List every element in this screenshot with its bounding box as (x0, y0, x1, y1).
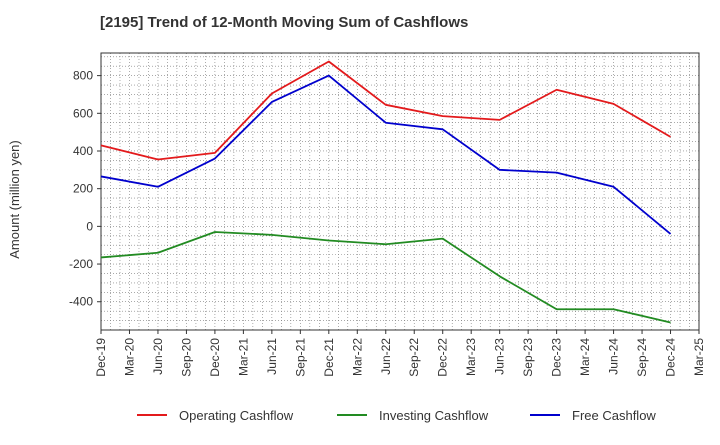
y-tick-label: 400 (73, 144, 93, 158)
x-tick-label: Mar-20 (122, 338, 136, 376)
plot-frame (100, 52, 700, 331)
legend-label: Operating Cashflow (179, 408, 294, 423)
series-line-operating-cashflow (100, 60, 671, 161)
x-tick-label: Jun-21 (265, 338, 279, 375)
y-tick-label: 0 (86, 219, 93, 233)
x-tick-label: Mar-25 (692, 338, 706, 376)
x-tick-label: Mar-22 (350, 338, 364, 376)
series-line-free-cashflow (100, 74, 672, 235)
x-tick-label: Dec-23 (550, 338, 564, 377)
y-axis-label: Amount (million yen) (7, 140, 22, 259)
x-tick-label: Dec-20 (208, 338, 222, 377)
x-tick-label: Jun-20 (151, 338, 165, 375)
x-tick-label: Sep-24 (635, 338, 649, 377)
x-tick-label: Sep-20 (179, 338, 193, 377)
x-tick-label: Sep-23 (521, 338, 535, 377)
series-line-investing-cashflow (100, 231, 671, 324)
legend-label: Investing Cashflow (379, 408, 489, 423)
x-tick-label: Mar-21 (236, 338, 250, 376)
y-tick-label: 200 (73, 182, 93, 196)
y-tick-label: 600 (73, 106, 93, 120)
x-tick-label: Dec-21 (322, 338, 336, 377)
y-tick-label: -200 (69, 257, 93, 271)
y-tick-label: -400 (69, 295, 93, 309)
x-tick-label: Dec-19 (94, 338, 108, 377)
x-tick-label: Mar-23 (464, 338, 478, 376)
legend-label: Free Cashflow (572, 408, 656, 423)
x-tick-label: Mar-24 (578, 338, 592, 376)
x-tick-label: Jun-24 (607, 338, 621, 375)
x-tick-label: Jun-22 (379, 338, 393, 375)
y-tick-label: 800 (73, 69, 93, 83)
chart-title: [2195] Trend of 12-Month Moving Sum of C… (100, 14, 469, 31)
x-tick-label: Dec-22 (436, 338, 450, 377)
x-tick-label: Sep-21 (293, 338, 307, 377)
x-tick-label: Dec-24 (664, 338, 678, 377)
x-tick-label: Jun-23 (493, 338, 507, 375)
x-tick-label: Sep-22 (407, 338, 421, 377)
